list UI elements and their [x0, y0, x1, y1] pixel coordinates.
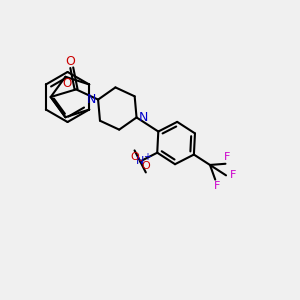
- Text: F: F: [224, 152, 230, 162]
- Text: O: O: [65, 55, 75, 68]
- Text: -: -: [139, 155, 142, 165]
- Text: F: F: [230, 170, 237, 180]
- Text: F: F: [214, 181, 220, 191]
- Text: +: +: [143, 152, 151, 162]
- Text: O: O: [62, 77, 71, 90]
- Text: N: N: [87, 93, 96, 106]
- Text: O: O: [141, 161, 150, 171]
- Text: N: N: [138, 111, 148, 124]
- Text: N: N: [136, 156, 144, 167]
- Text: O: O: [130, 152, 139, 162]
